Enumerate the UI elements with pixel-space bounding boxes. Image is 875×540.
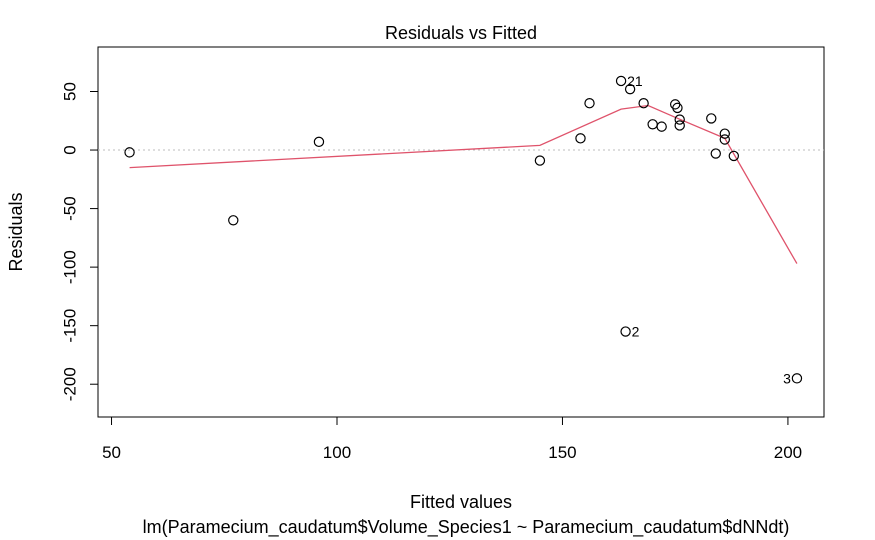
y-tick-label: 50 — [61, 82, 80, 101]
x-tick-label: 200 — [774, 443, 802, 462]
y-tick-label: -50 — [61, 196, 80, 221]
chart-title: Residuals vs Fitted — [385, 23, 537, 43]
data-point — [791, 373, 803, 384]
data-point — [674, 120, 685, 131]
data-point — [534, 155, 546, 166]
data-point — [710, 148, 721, 159]
data-point — [706, 113, 717, 124]
y-axis-label: Residuals — [6, 192, 26, 271]
data-point — [672, 102, 683, 114]
data-point — [124, 147, 135, 158]
y-tick-label: -200 — [61, 367, 80, 401]
data-point — [656, 121, 667, 132]
y-tick-label: -100 — [61, 250, 80, 284]
smoother-line — [129, 104, 798, 264]
x-tick-label: 100 — [323, 443, 351, 462]
data-point — [674, 114, 685, 125]
point-label: 3 — [783, 370, 791, 386]
data-point — [647, 119, 658, 130]
data-point — [228, 215, 239, 226]
data-point — [719, 128, 730, 139]
data-point — [584, 98, 595, 109]
point-label: 2 — [632, 324, 640, 340]
data-point — [728, 150, 740, 162]
point-label: 21 — [627, 73, 643, 89]
x-axis: 50 100 150 200 — [102, 416, 802, 462]
point-labels-group: 21 2 3 — [627, 73, 791, 386]
y-tick-label: -150 — [61, 309, 80, 343]
chart-subtitle: lm(Paramecium_caudatum$Volume_Species1 ~… — [143, 517, 790, 538]
x-tick-label: 150 — [548, 443, 576, 462]
data-point — [638, 98, 649, 109]
data-point — [615, 75, 627, 87]
smoother-group — [129, 104, 798, 264]
y-tick-label: 0 — [61, 145, 80, 154]
data-point — [620, 326, 631, 337]
plot-frame — [97, 46, 825, 418]
x-tick-label: 50 — [102, 443, 121, 462]
points-group — [124, 75, 803, 384]
y-axis: 50 0 -50 -100 -150 -200 — [61, 82, 99, 401]
data-point — [313, 136, 325, 148]
data-point — [624, 83, 636, 95]
data-point — [575, 133, 586, 144]
data-point — [719, 134, 730, 145]
x-axis-label: Fitted values — [410, 492, 512, 512]
